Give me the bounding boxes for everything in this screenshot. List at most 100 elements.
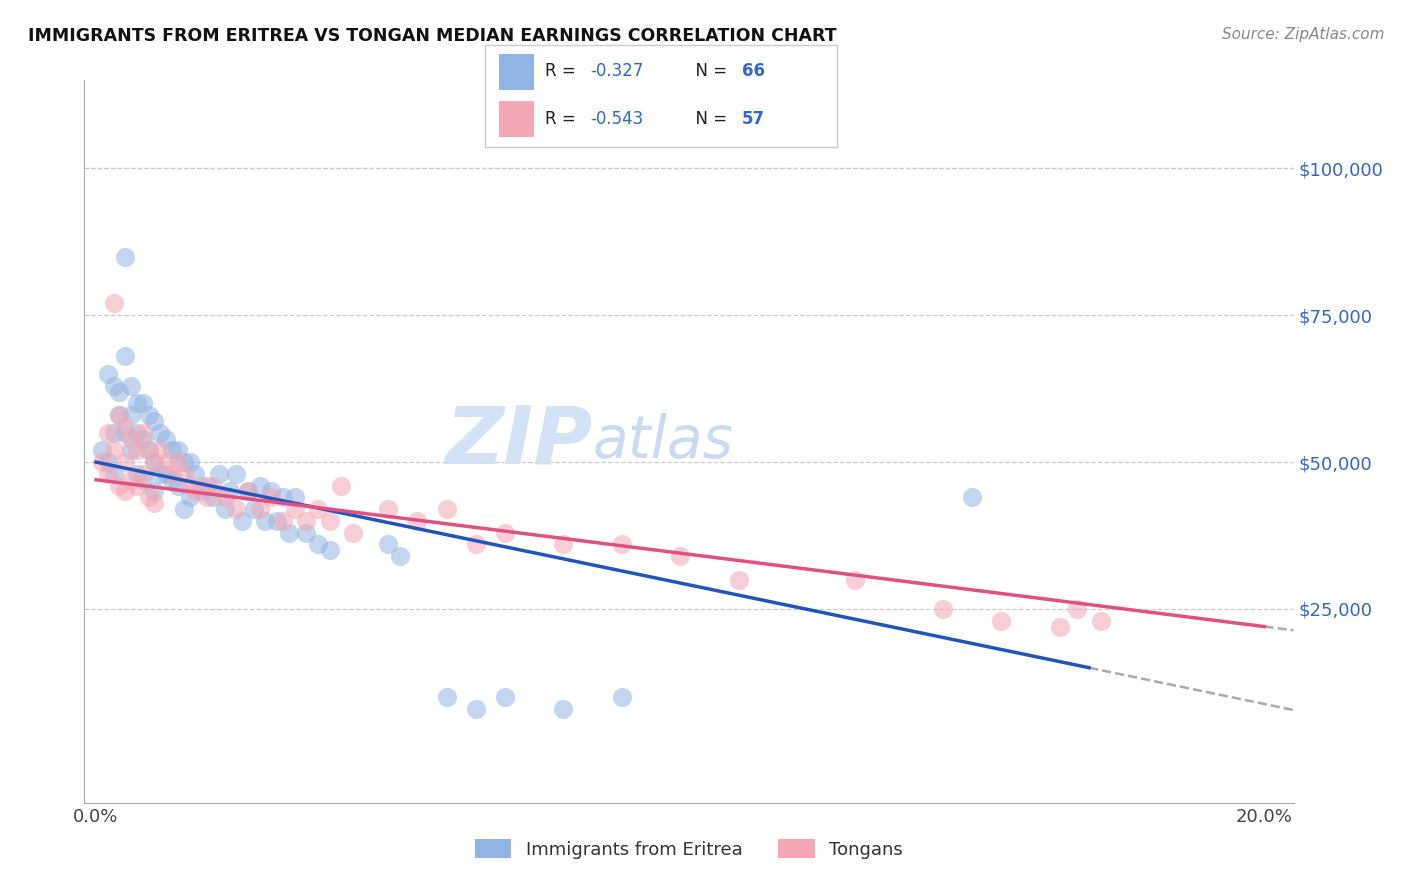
Point bbox=[108, 384, 131, 399]
Text: N =: N = bbox=[686, 111, 733, 128]
Point bbox=[166, 478, 188, 492]
Point bbox=[160, 467, 183, 481]
Text: ZIP: ZIP bbox=[444, 402, 592, 481]
Point bbox=[284, 502, 307, 516]
Point bbox=[125, 443, 148, 458]
Point bbox=[103, 296, 125, 310]
Point bbox=[260, 484, 283, 499]
Point bbox=[132, 473, 155, 487]
Point bbox=[201, 478, 224, 492]
Point bbox=[173, 502, 195, 516]
Point bbox=[284, 491, 307, 505]
Point bbox=[149, 443, 172, 458]
Point bbox=[190, 484, 212, 499]
Text: R =: R = bbox=[544, 111, 581, 128]
Point bbox=[114, 420, 136, 434]
Point bbox=[318, 543, 340, 558]
Point bbox=[103, 443, 125, 458]
Point bbox=[108, 408, 131, 422]
Point bbox=[125, 467, 148, 481]
Point bbox=[103, 378, 125, 392]
Point bbox=[114, 484, 136, 499]
Point bbox=[249, 502, 271, 516]
Point bbox=[184, 467, 207, 481]
Point bbox=[242, 502, 264, 516]
Point bbox=[184, 484, 207, 499]
Point bbox=[236, 484, 259, 499]
Legend: Immigrants from Eritrea, Tongans: Immigrants from Eritrea, Tongans bbox=[468, 832, 910, 866]
Point bbox=[120, 473, 142, 487]
Point bbox=[610, 690, 633, 704]
Text: 57: 57 bbox=[742, 111, 765, 128]
Point bbox=[295, 514, 318, 528]
Point bbox=[143, 484, 166, 499]
Point bbox=[553, 702, 575, 716]
Point bbox=[138, 443, 160, 458]
Point bbox=[108, 408, 131, 422]
Point bbox=[277, 525, 299, 540]
Point bbox=[103, 467, 125, 481]
Text: IMMIGRANTS FROM ERITREA VS TONGAN MEDIAN EARNINGS CORRELATION CHART: IMMIGRANTS FROM ERITREA VS TONGAN MEDIAN… bbox=[28, 27, 837, 45]
Point bbox=[464, 537, 486, 551]
Point bbox=[143, 414, 166, 428]
Point bbox=[214, 491, 236, 505]
Point bbox=[120, 378, 142, 392]
Point bbox=[494, 690, 516, 704]
Point bbox=[166, 443, 188, 458]
Point bbox=[143, 455, 166, 469]
Bar bbox=[499, 54, 534, 90]
Point bbox=[201, 491, 224, 505]
Point bbox=[108, 478, 131, 492]
Point bbox=[195, 491, 218, 505]
Point bbox=[114, 350, 136, 364]
Point bbox=[90, 443, 112, 458]
Point bbox=[90, 455, 112, 469]
Point bbox=[179, 491, 201, 505]
Point bbox=[464, 702, 486, 716]
Point bbox=[436, 690, 458, 704]
Point bbox=[114, 425, 136, 440]
Point bbox=[155, 432, 177, 446]
Point bbox=[932, 602, 955, 616]
Point bbox=[494, 525, 516, 540]
Point bbox=[208, 467, 231, 481]
Point bbox=[406, 514, 429, 528]
Point bbox=[114, 250, 136, 264]
Point bbox=[307, 502, 329, 516]
Point bbox=[138, 443, 160, 458]
Point bbox=[436, 502, 458, 516]
Point bbox=[254, 514, 277, 528]
Point bbox=[271, 514, 294, 528]
Point bbox=[960, 491, 983, 505]
Text: Source: ZipAtlas.com: Source: ZipAtlas.com bbox=[1222, 27, 1385, 42]
Point bbox=[342, 525, 364, 540]
Point bbox=[160, 473, 183, 487]
Point bbox=[125, 396, 148, 410]
Point bbox=[236, 484, 259, 499]
Point bbox=[219, 484, 242, 499]
Point bbox=[318, 514, 340, 528]
Point bbox=[103, 425, 125, 440]
Point bbox=[138, 491, 160, 505]
Point bbox=[266, 514, 288, 528]
Text: -0.327: -0.327 bbox=[591, 62, 644, 80]
Point bbox=[249, 478, 271, 492]
Point bbox=[330, 478, 353, 492]
Point bbox=[295, 525, 318, 540]
Point bbox=[125, 425, 148, 440]
Point bbox=[727, 573, 749, 587]
Point bbox=[149, 467, 172, 481]
Point bbox=[97, 467, 120, 481]
Point bbox=[844, 573, 866, 587]
Point bbox=[669, 549, 692, 563]
Text: atlas: atlas bbox=[592, 413, 733, 470]
Point bbox=[143, 496, 166, 510]
Point bbox=[155, 467, 177, 481]
Point bbox=[179, 455, 201, 469]
Text: R =: R = bbox=[544, 62, 581, 80]
Point bbox=[132, 396, 155, 410]
Point bbox=[377, 502, 399, 516]
Point bbox=[143, 455, 166, 469]
Point bbox=[97, 455, 120, 469]
Point bbox=[132, 432, 155, 446]
